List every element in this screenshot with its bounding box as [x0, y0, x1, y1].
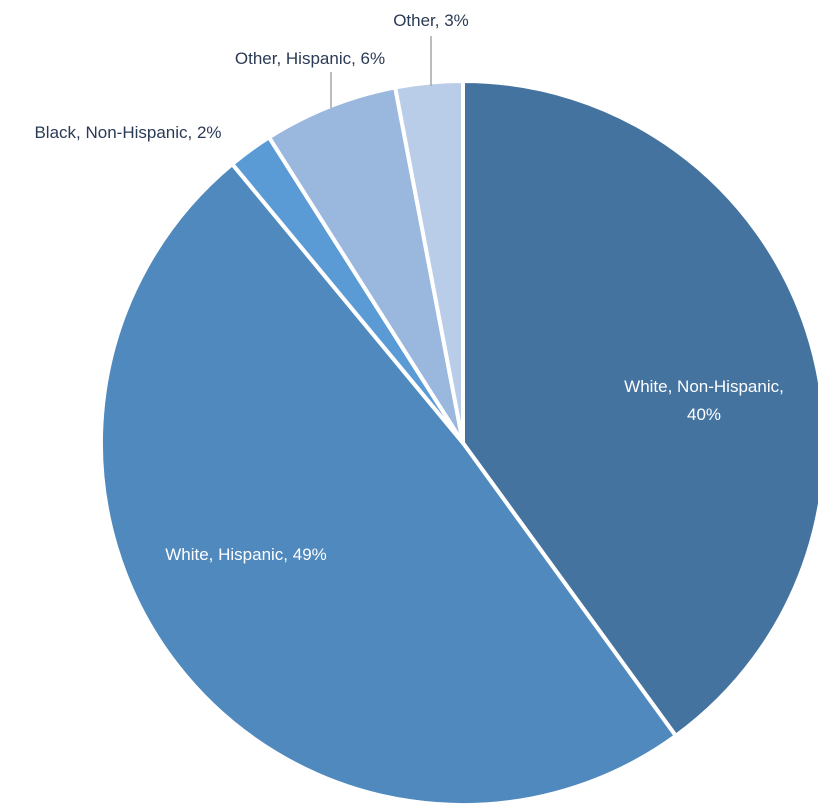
data-label: Other, Hispanic, 6% — [235, 49, 385, 68]
data-label: White, Non-Hispanic, 40% — [624, 377, 784, 424]
pie-slice-other-hispanic — [267, 85, 465, 445]
data-label: Black, Non-Hispanic, 2% — [34, 123, 221, 142]
pie-slice-other — [393, 79, 465, 445]
slice-labels: White, Non-Hispanic, 40% White, Hispanic, … — [34, 11, 783, 564]
data-label: Other, 3% — [393, 11, 469, 30]
pie-slices — [98, 79, 818, 806]
pie-slice-white-non-hispanic — [461, 79, 818, 738]
pie-slice-white-hispanic — [98, 162, 678, 806]
data-label: White, Hispanic, 49% — [165, 545, 327, 564]
leader-lines — [330, 36, 432, 108]
